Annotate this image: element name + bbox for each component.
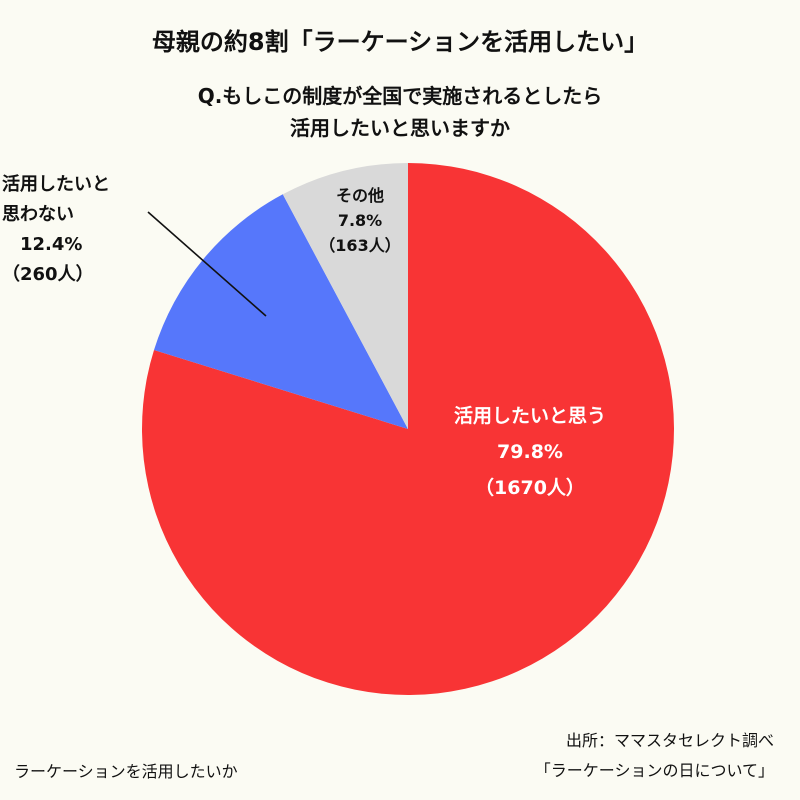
slice-yes-count: （1670人）	[475, 477, 585, 499]
source-line-2: 「ラーケーションの日について」	[534, 761, 774, 780]
question-line-2: 活用したいと思いますか	[290, 116, 510, 140]
slice-no-count: （260人）	[2, 264, 94, 285]
slice-no-name-line1: 活用したいと	[2, 174, 110, 195]
question-line-1: Q.もしこの制度が全国で実施されるとしたら	[197, 84, 603, 108]
question-text: Q.もしこの制度が全国で実施されるとしたら 活用したいと思いますか	[0, 80, 800, 144]
slice-label-no: 活用したいと 思わない 12.4% （260人）	[2, 170, 192, 290]
leader-line	[147, 211, 267, 317]
slice-yes-name: 活用したいと思う	[453, 405, 606, 427]
source-note: 出所：ママスタセレクト調べ 「ラーケーションの日について」	[535, 726, 774, 786]
chart-title: 母親の約8割「ラーケーションを活用したい」	[151, 28, 649, 56]
slice-no-percent: 12.4%	[20, 234, 83, 255]
slice-other-name: その他	[335, 186, 384, 205]
footer-caption: ラーケーションを活用したいか	[14, 762, 238, 781]
pie-slice-other	[282, 163, 408, 429]
slice-other-count: （163人）	[319, 236, 401, 255]
slice-other-percent: 7.8%	[337, 211, 383, 230]
slice-no-name-line2: 思わない	[2, 204, 74, 225]
slice-label-other: その他 7.8% （163人）	[300, 183, 420, 258]
slice-yes-percent: 79.8%	[497, 441, 563, 463]
source-line-1: 出所：ママスタセレクト調べ	[565, 731, 774, 750]
pie-slice-no	[154, 194, 408, 429]
pie-slice-yes	[141, 163, 675, 696]
slice-label-yes: 活用したいと思う 79.8% （1670人）	[400, 398, 660, 506]
